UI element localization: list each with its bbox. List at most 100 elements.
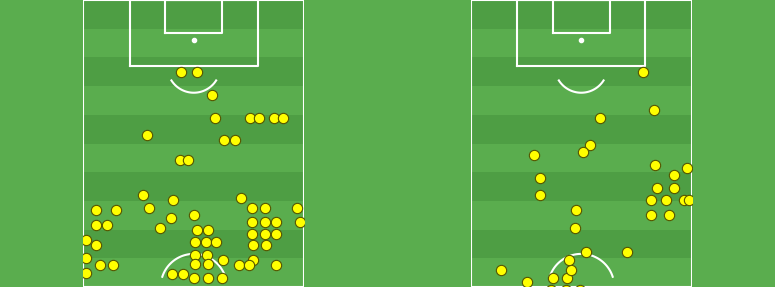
Point xyxy=(202,228,214,232)
Point xyxy=(663,213,675,217)
Point xyxy=(646,213,658,217)
Bar xyxy=(471,86,691,115)
Point xyxy=(90,208,102,212)
Bar xyxy=(471,230,691,258)
Point xyxy=(258,220,270,224)
Bar xyxy=(84,0,304,29)
Point xyxy=(646,198,658,202)
Point xyxy=(110,208,122,212)
Bar xyxy=(84,29,304,57)
Point xyxy=(202,276,214,280)
Point xyxy=(561,276,574,280)
Point xyxy=(678,198,691,202)
Point xyxy=(291,206,303,210)
Point xyxy=(546,276,559,280)
Point xyxy=(246,232,258,236)
Point xyxy=(259,232,271,236)
Bar xyxy=(471,115,691,144)
Point xyxy=(189,262,202,266)
Point xyxy=(235,196,247,200)
Point xyxy=(177,272,189,276)
Point xyxy=(166,272,178,276)
Point xyxy=(246,258,259,262)
Point xyxy=(210,240,222,244)
Point xyxy=(218,138,230,142)
Point xyxy=(270,263,282,267)
Point xyxy=(294,220,306,224)
Point xyxy=(206,93,219,97)
Point xyxy=(167,198,179,202)
Point xyxy=(191,70,203,74)
Bar xyxy=(471,29,691,57)
Point xyxy=(215,276,228,280)
Point xyxy=(528,153,540,157)
Point xyxy=(143,206,155,210)
Point xyxy=(533,193,546,197)
Bar xyxy=(84,172,304,201)
Point xyxy=(494,268,507,272)
Bar xyxy=(471,258,691,287)
Bar xyxy=(84,230,304,258)
Bar xyxy=(471,172,691,201)
Point xyxy=(90,243,102,247)
Point xyxy=(174,158,186,162)
Point xyxy=(636,70,649,74)
Point xyxy=(649,163,662,167)
Bar xyxy=(84,144,304,172)
Point xyxy=(174,70,187,74)
Point xyxy=(80,271,92,275)
Point xyxy=(95,263,107,267)
Point xyxy=(277,116,289,120)
Point xyxy=(584,143,596,147)
Point xyxy=(258,206,270,210)
Point xyxy=(154,226,167,230)
Point xyxy=(270,220,282,224)
Point xyxy=(564,268,577,272)
Point xyxy=(570,208,582,212)
Point xyxy=(90,223,102,227)
Point xyxy=(165,216,177,220)
Point xyxy=(80,238,92,242)
Point xyxy=(651,186,663,190)
Point xyxy=(577,150,589,154)
Point xyxy=(243,116,256,120)
Point xyxy=(569,226,581,230)
Point xyxy=(182,158,195,162)
Point xyxy=(533,176,546,180)
Bar xyxy=(84,57,304,86)
Point xyxy=(660,198,672,202)
Point xyxy=(191,228,203,232)
Point xyxy=(594,116,606,120)
Point xyxy=(80,256,92,260)
Point xyxy=(260,243,272,247)
Point xyxy=(621,250,633,254)
Point xyxy=(107,263,119,267)
Point xyxy=(267,116,280,120)
Point xyxy=(668,173,680,177)
Point xyxy=(668,186,680,190)
Point xyxy=(202,262,214,266)
Bar xyxy=(84,201,304,230)
Point xyxy=(680,166,693,170)
Point xyxy=(246,206,258,210)
Point xyxy=(683,198,695,202)
Point xyxy=(521,280,533,284)
Point xyxy=(209,116,222,120)
Point xyxy=(229,138,241,142)
Point xyxy=(232,263,245,267)
Point xyxy=(253,116,265,120)
Point xyxy=(189,253,202,257)
Point xyxy=(101,223,113,227)
Point xyxy=(188,213,200,217)
Point xyxy=(563,258,576,262)
Point xyxy=(200,240,212,244)
Point xyxy=(217,258,229,262)
Point xyxy=(579,250,591,254)
Bar xyxy=(471,201,691,230)
Point xyxy=(243,263,255,267)
Point xyxy=(201,253,213,257)
Bar xyxy=(471,144,691,172)
Bar xyxy=(471,0,691,29)
Bar xyxy=(471,57,691,86)
Point xyxy=(140,133,153,137)
